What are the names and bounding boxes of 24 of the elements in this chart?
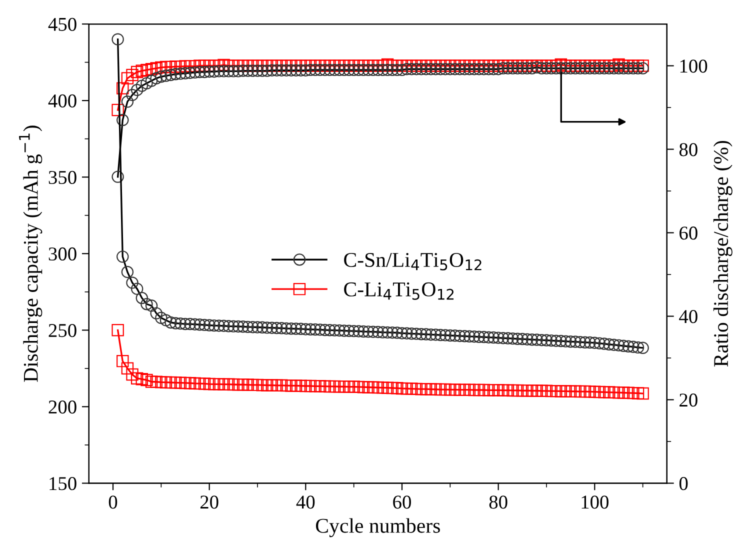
y-tick-label: 150 <box>50 477 76 490</box>
y2-axis-title: Ratio discharge/charge (%) <box>713 140 732 367</box>
y-tick-label: 400 <box>48 94 76 108</box>
x-tick-label: 60 <box>393 496 411 509</box>
y2-tick-label: 100 <box>680 60 708 73</box>
x-tick-label: 20 <box>200 496 218 509</box>
y2-tick-label: 80 <box>679 143 698 156</box>
x-tick-label: 100 <box>582 496 608 509</box>
y2-tick-label: 0 <box>679 477 688 490</box>
y2-tick-label: 60 <box>680 226 698 240</box>
y-tick-label: 450 <box>48 18 76 31</box>
y2-tick-label: 20 <box>680 394 698 407</box>
y-tick-label: 250 <box>48 324 76 338</box>
legend-label: C-Sn/Li$_{4}$Ti$_{5}$O$_{12}$ <box>344 252 482 270</box>
y-tick-label: 350 <box>48 170 76 184</box>
y2-tick-label: 40 <box>679 310 698 324</box>
x-tick-label: 0 <box>108 496 118 509</box>
y-tick-label: 200 <box>48 400 76 414</box>
x-axis-title: Cycle numbers <box>316 518 440 538</box>
x-tick-label: 80 <box>489 496 508 509</box>
y-axis-title: Discharge capacity (mAh g$^{−1}$) <box>19 126 42 382</box>
x-tick-label: 40 <box>296 496 315 509</box>
y-tick-label: 300 <box>48 247 76 261</box>
legend-label: C-Li$_{4}$Ti$_{5}$O$_{12}$ <box>344 282 454 300</box>
